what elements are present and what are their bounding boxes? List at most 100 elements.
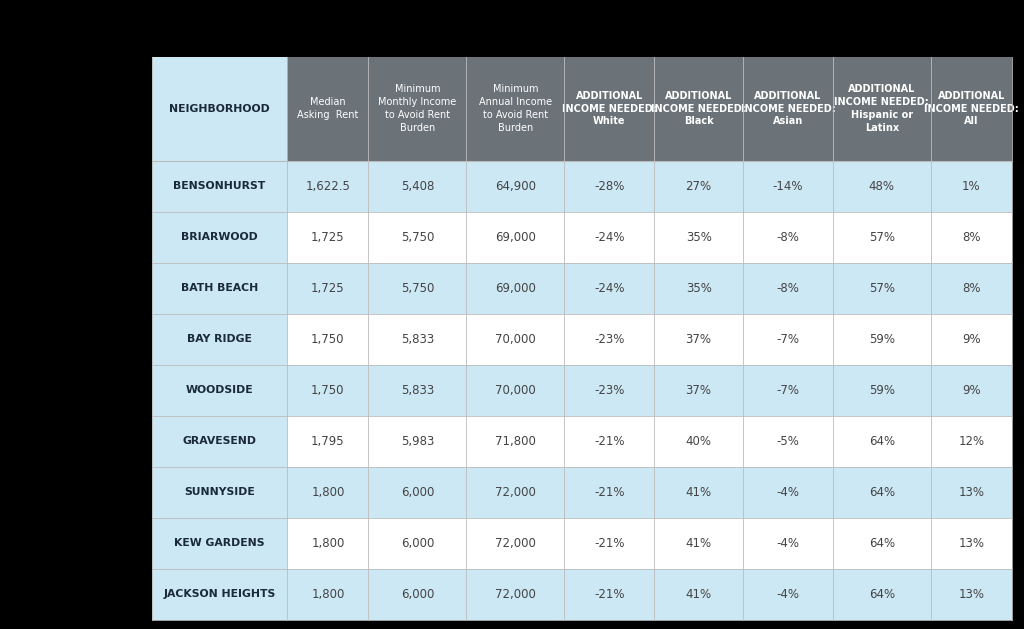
Bar: [743, 161, 833, 212]
Text: 1,800: 1,800: [311, 587, 344, 601]
Text: 37%: 37%: [686, 384, 712, 397]
Text: 64%: 64%: [868, 587, 895, 601]
Text: 72,000: 72,000: [495, 587, 536, 601]
Bar: [654, 518, 743, 569]
Bar: [152, 467, 288, 518]
Bar: [833, 467, 931, 518]
Text: 8%: 8%: [962, 231, 981, 243]
Text: 57%: 57%: [868, 282, 895, 295]
Text: 5,833: 5,833: [400, 333, 434, 346]
Bar: [466, 569, 564, 620]
Bar: [288, 365, 369, 416]
Text: GRAVESEND: GRAVESEND: [182, 436, 256, 446]
Bar: [743, 569, 833, 620]
Text: 1,750: 1,750: [311, 384, 345, 397]
Bar: [931, 161, 1012, 212]
Text: 64%: 64%: [868, 435, 895, 448]
Bar: [564, 314, 654, 365]
Text: BENSONHURST: BENSONHURST: [173, 181, 265, 191]
Bar: [288, 416, 369, 467]
Bar: [288, 467, 369, 518]
Text: NEIGHBORHOOD: NEIGHBORHOOD: [169, 104, 270, 114]
Text: BRIARWOOD: BRIARWOOD: [181, 232, 258, 242]
Text: 5,750: 5,750: [400, 231, 434, 243]
Text: -21%: -21%: [594, 486, 625, 499]
Bar: [743, 416, 833, 467]
Text: 5,833: 5,833: [400, 384, 434, 397]
Bar: [564, 212, 654, 263]
Text: -7%: -7%: [776, 333, 800, 346]
Text: 64,900: 64,900: [495, 180, 536, 192]
Bar: [369, 569, 466, 620]
Text: 71,800: 71,800: [495, 435, 536, 448]
Bar: [833, 518, 931, 569]
Bar: [152, 416, 288, 467]
Bar: [466, 161, 564, 212]
Text: BAY RIDGE: BAY RIDGE: [187, 334, 252, 344]
Bar: [466, 416, 564, 467]
Text: 59%: 59%: [868, 384, 895, 397]
Text: 64%: 64%: [868, 537, 895, 550]
Text: 35%: 35%: [686, 231, 712, 243]
Text: 69,000: 69,000: [495, 282, 536, 295]
Text: 1%: 1%: [962, 180, 981, 192]
Bar: [369, 467, 466, 518]
Text: 72,000: 72,000: [495, 486, 536, 499]
Bar: [833, 161, 931, 212]
Bar: [564, 57, 654, 161]
Text: -21%: -21%: [594, 537, 625, 550]
Bar: [288, 314, 369, 365]
Bar: [152, 518, 288, 569]
Bar: [288, 263, 369, 314]
Text: 64%: 64%: [868, 486, 895, 499]
Bar: [288, 518, 369, 569]
Bar: [152, 161, 288, 212]
Bar: [466, 518, 564, 569]
Bar: [564, 263, 654, 314]
Text: 35%: 35%: [686, 282, 712, 295]
Bar: [369, 263, 466, 314]
Text: -21%: -21%: [594, 587, 625, 601]
Bar: [743, 314, 833, 365]
Bar: [931, 416, 1012, 467]
Text: 6,000: 6,000: [400, 587, 434, 601]
Bar: [564, 416, 654, 467]
Bar: [654, 161, 743, 212]
Text: 8%: 8%: [962, 282, 981, 295]
Bar: [466, 365, 564, 416]
Text: -8%: -8%: [776, 282, 800, 295]
Text: -7%: -7%: [776, 384, 800, 397]
Bar: [931, 57, 1012, 161]
Text: 70,000: 70,000: [495, 384, 536, 397]
Text: 1,800: 1,800: [311, 486, 344, 499]
Text: 41%: 41%: [685, 587, 712, 601]
Text: 12%: 12%: [958, 435, 984, 448]
Bar: [564, 569, 654, 620]
Bar: [654, 314, 743, 365]
Bar: [654, 263, 743, 314]
Text: 1,795: 1,795: [311, 435, 345, 448]
Text: ADDITIONAL
INCOME NEEDED:
Asian: ADDITIONAL INCOME NEEDED: Asian: [740, 91, 836, 126]
Text: 40%: 40%: [686, 435, 712, 448]
Bar: [466, 467, 564, 518]
Bar: [931, 518, 1012, 569]
Text: 57%: 57%: [868, 231, 895, 243]
Text: 6,000: 6,000: [400, 486, 434, 499]
Bar: [833, 365, 931, 416]
Text: ADDITIONAL
INCOME NEEDED:
Hispanic or
Latinx: ADDITIONAL INCOME NEEDED: Hispanic or La…: [835, 84, 929, 133]
Text: KEW GARDENS: KEW GARDENS: [174, 538, 265, 548]
Bar: [369, 57, 466, 161]
Bar: [288, 569, 369, 620]
Bar: [152, 569, 288, 620]
Text: 41%: 41%: [685, 537, 712, 550]
Bar: [288, 161, 369, 212]
Bar: [931, 263, 1012, 314]
Bar: [654, 212, 743, 263]
Text: 27%: 27%: [685, 180, 712, 192]
Bar: [743, 467, 833, 518]
Bar: [152, 263, 288, 314]
Text: 70,000: 70,000: [495, 333, 536, 346]
Text: WOODSIDE: WOODSIDE: [185, 385, 253, 395]
Bar: [369, 161, 466, 212]
Bar: [152, 314, 288, 365]
